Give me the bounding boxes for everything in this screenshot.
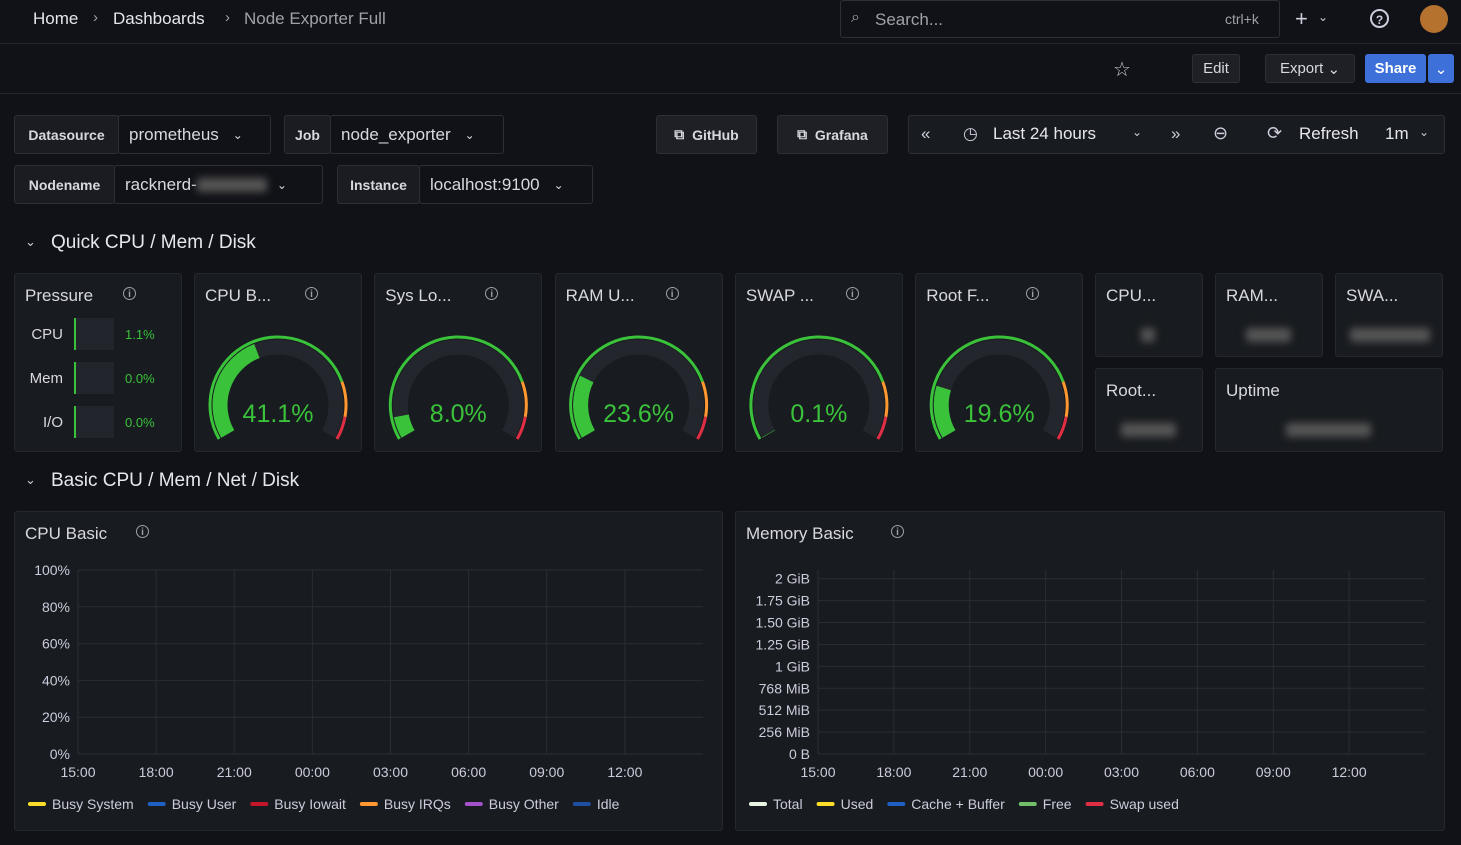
pressure-value: 0.0%: [125, 415, 155, 430]
pressure-bar: [74, 406, 114, 438]
time-back[interactable]: «: [921, 124, 931, 143]
stat-panel: RAM...: [1215, 273, 1323, 357]
variable-label: Datasource: [14, 115, 119, 154]
chart-panel: CPU Basic i: [14, 511, 723, 831]
zoom-out[interactable]: ⊖: [1213, 123, 1229, 143]
search-placeholder: Search...: [875, 10, 944, 29]
gauge-panel: CPU B... i: [194, 273, 362, 452]
share-button[interactable]: Share: [1365, 54, 1426, 83]
panel-title: Root...: [1106, 381, 1157, 400]
search-shortcut: ctrl+k: [1225, 11, 1259, 27]
crumb-sep: ›: [225, 9, 230, 26]
panel-title: RAM...: [1226, 286, 1278, 305]
info-icon[interactable]: i: [123, 287, 136, 300]
panel-title: Sys Lo...: [385, 286, 452, 305]
chart-panel: Memory Basic i: [735, 511, 1445, 831]
gauge-panel: Sys Lo... i: [374, 273, 543, 452]
clock-icon: ◷: [963, 124, 978, 143]
info-icon[interactable]: i: [305, 287, 318, 300]
link-label: GitHub: [692, 126, 739, 143]
help-button[interactable]: ?: [1370, 9, 1389, 28]
info-icon[interactable]: i: [665, 287, 679, 300]
info-icon[interactable]: i: [891, 525, 904, 538]
variable-select[interactable]: racknerd- ⌄: [114, 165, 323, 204]
variable-select[interactable]: localhost:9100 ⌄: [419, 165, 593, 204]
panel-title: SWA...: [1346, 286, 1399, 305]
gauge-panel: RAM U... i: [554, 273, 723, 452]
edit-button[interactable]: Edit: [1192, 54, 1240, 83]
panel-title: SWAP ...: [745, 286, 814, 305]
panel-title: CPU...: [1106, 286, 1157, 305]
crumb: Node Exporter Full: [244, 9, 386, 28]
panel-title: Pressure: [25, 286, 94, 305]
variable-label: Instance: [337, 165, 420, 204]
info-icon[interactable]: i: [485, 287, 499, 300]
pressure-bar: [74, 318, 114, 350]
info-icon[interactable]: i: [845, 287, 859, 300]
pressure-value: 1.1%: [125, 327, 155, 342]
panel-title: CPU B...: [205, 286, 272, 305]
add-caret: ⌄: [1318, 10, 1329, 24]
time-caret: ⌄: [1132, 125, 1143, 139]
variable-select[interactable]: prometheus ⌄: [118, 115, 271, 154]
stat-panel: Root...: [1095, 368, 1203, 452]
link-button[interactable]: ⧉ GitHub: [656, 115, 757, 154]
panel-title: Root F...: [926, 286, 990, 305]
export-button[interactable]: Export ⌄: [1265, 54, 1355, 83]
pressure-label: Mem: [29, 370, 63, 387]
variable-value: node_exporter: [341, 124, 451, 144]
time-controls: « ◷ Last 24 hours ⌄ » ⊖ ⟳ Refresh 1m ⌄: [908, 115, 1445, 154]
refresh-interval[interactable]: 1m: [1385, 124, 1409, 143]
link-button[interactable]: ⧉ Grafana: [777, 115, 888, 154]
info-icon[interactable]: i: [1026, 287, 1040, 300]
row-title[interactable]: Basic CPU / Mem / Net / Disk: [51, 470, 300, 491]
row-title[interactable]: Quick CPU / Mem / Disk: [51, 232, 256, 253]
time-forward[interactable]: »: [1171, 124, 1181, 143]
crumb[interactable]: Dashboards: [113, 9, 205, 28]
gauge-panel: Root F... i: [915, 273, 1084, 452]
row-toggle[interactable]: ⌄: [25, 472, 36, 487]
export-label: Export: [1279, 60, 1324, 77]
crumb-sep: ›: [93, 9, 98, 26]
variable-select[interactable]: node_exporter ⌄: [330, 115, 504, 154]
toolbar: ☆ Edit Export ⌄ Share ⌄: [0, 44, 1461, 94]
pressure-label: CPU: [31, 326, 63, 343]
variable-label: Job: [284, 115, 331, 154]
stat-panel: SWA...: [1335, 273, 1443, 357]
top-bar: Home › Dashboards › Node Exporter Full ⌕…: [0, 0, 1461, 44]
crumb[interactable]: Home: [33, 9, 79, 28]
time-range[interactable]: Last 24 hours: [993, 124, 1097, 143]
variable-value: localhost:9100: [430, 174, 540, 194]
panel-title: Uptime: [1226, 381, 1280, 400]
pressure-panel: Pressure i CPU 1.1% Mem 0.0% I/O 0.0%: [14, 273, 182, 452]
link-label: Grafana: [814, 126, 868, 143]
stat-panel: Uptime: [1215, 368, 1443, 452]
panel-title: RAM U...: [565, 286, 635, 305]
add-button[interactable]: +: [1295, 6, 1308, 31]
info-icon[interactable]: i: [136, 525, 149, 538]
panel-title: Memory Basic: [746, 524, 854, 543]
refresh-button[interactable]: Refresh: [1299, 124, 1359, 143]
refresh-icon: ⟳: [1267, 123, 1283, 143]
search-icon: ⌕: [851, 9, 860, 26]
star-button[interactable]: ☆: [1113, 59, 1131, 81]
stat-panel: CPU...: [1095, 273, 1203, 357]
variable-value: prometheus: [129, 124, 219, 144]
variable-label: Nodename: [14, 165, 115, 204]
variable-value: racknerd-: [125, 174, 197, 194]
pressure-label: I/O: [42, 414, 63, 431]
panel-title: CPU Basic: [25, 524, 108, 543]
search-box[interactable]: ⌕ Search... ctrl+k: [840, 0, 1280, 38]
pressure-value: 0.0%: [125, 371, 155, 386]
gauge-panel: SWAP ... i: [734, 273, 903, 452]
share-menu[interactable]: ⌄: [1428, 54, 1454, 83]
pressure-bar: [74, 362, 114, 394]
row-toggle[interactable]: ⌄: [25, 234, 36, 249]
interval-caret: ⌄: [1419, 125, 1430, 139]
avatar[interactable]: [1420, 5, 1448, 33]
